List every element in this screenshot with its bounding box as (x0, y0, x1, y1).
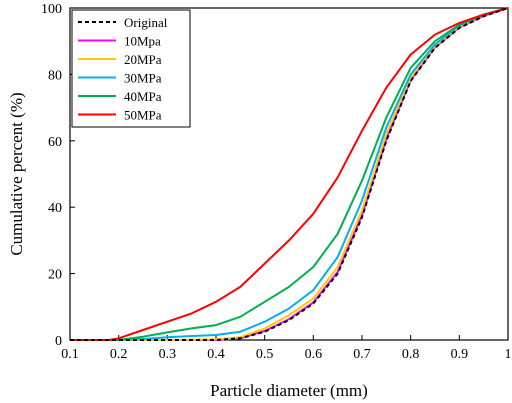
x-tick-label: 0.9 (451, 347, 469, 362)
y-tick-label: 20 (48, 268, 62, 283)
x-tick-label: 1 (505, 347, 512, 362)
series-line-30mpa (70, 7, 509, 341)
x-tick-label: 0.3 (159, 347, 177, 362)
x-tick-label: 0.8 (402, 347, 420, 362)
x-tick-label: 0.2 (110, 347, 128, 362)
series-line-40mpa (70, 7, 509, 341)
x-tick-label: 0.7 (353, 347, 371, 362)
x-tick-label: 0.6 (305, 347, 323, 362)
series-lines (70, 7, 509, 341)
series-line-original (70, 7, 509, 341)
tick-labels: 0.1 0.2 0.3 0.4 0.5 0.6 0.7 0.8 0.9 1 0 20 40 60 80 100 (41, 2, 512, 362)
series-line-50mpa (70, 7, 509, 341)
y-tick-label: 100 (41, 2, 62, 17)
y-tick-label: 60 (48, 135, 62, 150)
legend-label: 20MPa (124, 52, 162, 67)
x-tick-label: 0.5 (256, 347, 274, 362)
legend-label: 30MPa (124, 71, 162, 86)
legend: Original 10Mpa 20MPa 30MPa 40MPa 50MPa (71, 9, 191, 128)
legend-label: 10Mpa (124, 34, 161, 49)
legend-label: 40MPa (124, 89, 162, 104)
axis-ticks (69, 7, 509, 341)
x-tick-label: 0.4 (207, 347, 225, 362)
y-tick-label: 0 (55, 334, 62, 349)
x-axis-title: Particle diameter (mm) (210, 381, 368, 400)
legend-box (71, 9, 191, 128)
legend-label: Original (124, 15, 168, 30)
y-tick-label: 40 (48, 201, 62, 216)
legend-label: 50MPa (124, 108, 162, 123)
y-axis-title: Cumulative percent (%) (7, 92, 26, 255)
y-tick-label: 80 (48, 68, 62, 83)
x-tick-label: 0.1 (61, 347, 79, 362)
